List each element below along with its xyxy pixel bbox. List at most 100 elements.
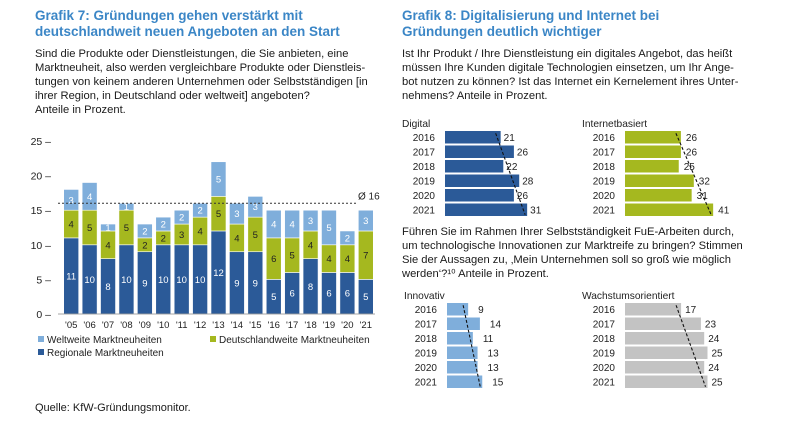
left-title-line2: deutschlandweit neuen Angeboten an den S… [35,24,340,39]
y-tick-label: 10 – [31,240,52,252]
bar-segment-worldwide [155,216,172,232]
year-label: 2021 [593,377,616,388]
year-label: 2019 [413,176,436,187]
h-bar [445,160,504,173]
year-label: 2021 [415,377,438,388]
h-bar-value: 25 [684,162,696,173]
h-bar-value: 31 [530,205,542,216]
right-title: Grafik 8: Digitalisierung und Internet b… [402,8,782,40]
h-bar-value: 13 [488,348,500,359]
bar-value-label: 6 [289,289,294,300]
bar-value-label: 1 [105,223,110,234]
h-bar [447,332,473,345]
x-tick-label: '13 [212,320,224,331]
h-bar [625,189,692,202]
x-tick-label: '15 [249,320,261,331]
bar-value-label: 4 [87,192,92,203]
h-bar-value: 26 [517,147,529,158]
bar-value-label: 2 [197,206,202,217]
h-bar-value: 28 [522,176,534,187]
bar-value-label: 5 [363,292,368,303]
h-bar [625,174,694,187]
left-title-line1: Grafik 7: Gründungen gehen verstärkt mit [35,8,303,23]
trend-line [462,305,481,387]
h-bar-value: 25 [712,348,724,359]
bar-value-label: 10 [121,275,132,286]
x-tick-label: '18 [304,320,316,331]
bar-value-label: 9 [253,278,258,289]
bar-value-label: 10 [176,275,187,286]
bar-value-label: 2 [142,240,147,251]
bar-value-label: 3 [234,209,239,220]
bar-segment-worldwide [137,223,153,239]
bar-segment-worldwide [173,209,190,225]
bar-value-label: 4 [345,254,350,265]
left-question-line: Anteile in Prozent. [35,104,126,116]
h-bar-value: 23 [705,319,717,330]
h-bar-value: 31 [697,191,709,202]
h-bar-value: 26 [686,147,698,158]
bar-value-label: 10 [158,275,169,286]
bar-segment-worldwide [321,209,337,246]
bar-value-label: 2 [161,220,166,231]
bar-value-label: 5 [216,175,221,186]
h-bar-value: 9 [478,305,484,316]
y-tick-label: 0 – [36,309,51,321]
x-tick-label: '08 [120,320,132,331]
year-label: 2017 [593,319,616,330]
h-bar [447,303,469,316]
h-bar [625,203,714,216]
bar-value-label: 5 [271,292,276,303]
mini-chart-title: Digital [402,119,430,130]
bar-value-label: 5 [216,209,221,220]
left-question-line: Sind die Produkte oder Dienstleistungen,… [35,48,349,60]
right-q2-line: werden‘?¹⁰ Anteile in Prozent. [402,268,549,280]
y-tick-label: 5 – [36,274,51,286]
left-question: Sind die Produkte oder Dienstleistungen,… [35,47,395,117]
year-label: 2021 [593,205,616,216]
bar-value-label: 3 [253,202,258,213]
bar-value-label: 10 [195,275,206,286]
bar-value-label: 4 [69,220,74,231]
bar-value-label: 5 [326,223,331,234]
bar-value-label: 2 [161,233,166,244]
bar-value-label: 1 [124,202,129,213]
bar-value-label: 7 [363,251,368,262]
h-bar-value: 13 [488,363,500,374]
bar-value-label: 4 [289,220,294,231]
x-tick-label: '12 [194,320,206,331]
bar-value-label: 5 [289,251,294,262]
bar-value-label: 2 [142,226,147,237]
h-bar [625,303,682,316]
right-q1-line: müssen Ihre Kunden digitale Technologien… [402,62,734,74]
x-tick-label: '09 [139,320,151,331]
bar-segment-worldwide [100,223,116,232]
h-bar [625,160,679,173]
bar-segment-worldwide [302,209,319,232]
y-tick-label: 25 – [31,136,52,148]
left-title: Grafik 7: Gründungen gehen verstärkt mit… [35,8,395,40]
year-label: 2017 [413,147,436,158]
x-tick-label: '05 [65,320,77,331]
h-bar-value: 21 [504,133,516,144]
bar-value-label: 9 [142,278,147,289]
bar-segment-worldwide [357,209,374,232]
mini-chart-title: Innovativ [404,291,446,302]
legend-swatch [38,336,44,342]
bar-value-label: 11 [66,271,76,282]
x-tick-label: '19 [323,320,335,331]
year-label: 2017 [593,147,616,158]
bar-value-label: 2 [179,213,184,224]
h-bar [625,361,705,374]
h-bar [625,131,681,144]
h-bar [447,317,480,330]
right-question-2: Führen Sie im Rahmen Ihrer Selbstständig… [402,225,787,281]
bar-value-label: 6 [345,289,350,300]
bar-value-label: 6 [271,254,276,265]
bar-value-label: 3 [69,195,74,206]
h-bar-value: 15 [492,377,504,388]
h-bar-value: 11 [483,334,494,345]
h-bar-value: 25 [712,377,724,388]
bar-segment-worldwide [63,189,80,211]
